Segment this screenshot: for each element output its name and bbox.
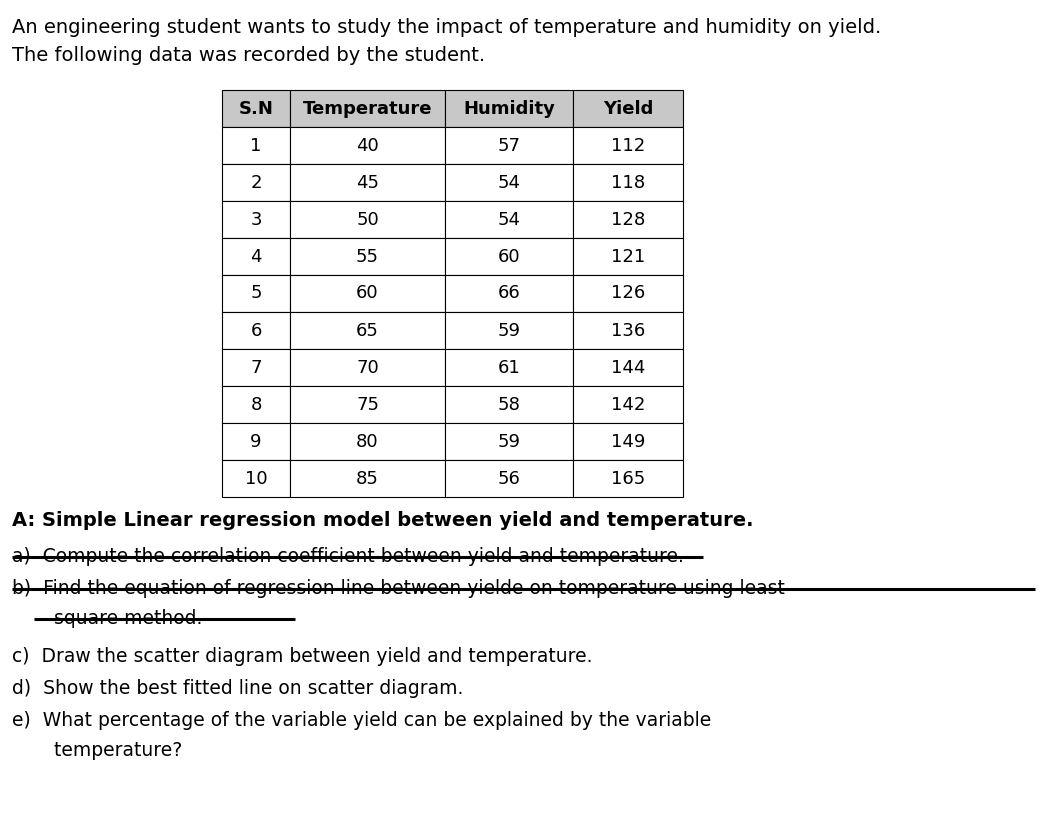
Bar: [290, 275, 445, 312]
Bar: [445, 386, 573, 423]
Bar: [222, 164, 290, 201]
Bar: [573, 201, 683, 238]
Bar: [222, 201, 290, 238]
Bar: [222, 423, 290, 460]
Text: 144: 144: [611, 359, 646, 376]
Bar: [445, 238, 573, 275]
Text: 65: 65: [356, 322, 379, 340]
Text: Humidity: Humidity: [463, 100, 555, 118]
Bar: [573, 423, 683, 460]
Text: b)  Find the equation of regression line between yielde on tomperature using lea: b) Find the equation of regression line …: [12, 579, 785, 598]
Text: 70: 70: [356, 359, 379, 376]
Text: 128: 128: [611, 211, 646, 229]
Bar: [222, 90, 290, 127]
Bar: [573, 312, 683, 349]
Bar: [290, 312, 445, 349]
Bar: [445, 127, 573, 164]
Text: 59: 59: [498, 322, 521, 340]
Text: 59: 59: [498, 433, 521, 450]
Text: 58: 58: [498, 396, 521, 413]
Bar: [290, 460, 445, 497]
Text: c)  Draw the scatter diagram between yield and temperature.: c) Draw the scatter diagram between yiel…: [12, 647, 592, 666]
Text: 5: 5: [250, 285, 262, 303]
Bar: [573, 386, 683, 423]
Text: 121: 121: [611, 248, 646, 266]
Bar: [573, 90, 683, 127]
Text: 7: 7: [250, 359, 262, 376]
Text: a)  Compute the correlation coefficient between yield and temperature.: a) Compute the correlation coefficient b…: [12, 547, 684, 566]
Bar: [445, 460, 573, 497]
Bar: [290, 423, 445, 460]
Bar: [573, 349, 683, 386]
Text: 8: 8: [250, 396, 262, 413]
Bar: [222, 460, 290, 497]
Bar: [222, 275, 290, 312]
Text: 126: 126: [611, 285, 646, 303]
Text: 66: 66: [498, 285, 521, 303]
Bar: [573, 127, 683, 164]
Text: The following data was recorded by the student.: The following data was recorded by the s…: [12, 46, 485, 65]
Text: 4: 4: [250, 248, 262, 266]
Text: S.N: S.N: [239, 100, 274, 118]
Text: 56: 56: [498, 469, 521, 487]
Bar: [445, 349, 573, 386]
Bar: [222, 127, 290, 164]
Text: 2: 2: [250, 174, 262, 192]
Text: 60: 60: [498, 248, 520, 266]
Bar: [290, 386, 445, 423]
Text: 40: 40: [356, 137, 379, 155]
Text: 55: 55: [356, 248, 379, 266]
Text: 6: 6: [250, 322, 262, 340]
Text: 50: 50: [356, 211, 379, 229]
Text: 60: 60: [356, 285, 378, 303]
Text: 85: 85: [356, 469, 379, 487]
Bar: [290, 164, 445, 201]
Text: 142: 142: [611, 396, 646, 413]
Text: 9: 9: [250, 433, 262, 450]
Bar: [445, 275, 573, 312]
Bar: [290, 238, 445, 275]
Bar: [290, 127, 445, 164]
Bar: [222, 312, 290, 349]
Bar: [445, 164, 573, 201]
Text: 165: 165: [611, 469, 646, 487]
Text: 75: 75: [356, 396, 379, 413]
Bar: [445, 90, 573, 127]
Text: 54: 54: [498, 174, 521, 192]
Bar: [290, 349, 445, 386]
Bar: [573, 164, 683, 201]
Text: 112: 112: [611, 137, 646, 155]
Bar: [222, 386, 290, 423]
Text: Yield: Yield: [603, 100, 653, 118]
Text: temperature?: temperature?: [12, 741, 182, 760]
Bar: [290, 90, 445, 127]
Text: 54: 54: [498, 211, 521, 229]
Bar: [222, 238, 290, 275]
Text: Temperature: Temperature: [303, 100, 432, 118]
Text: 1: 1: [250, 137, 262, 155]
Bar: [290, 201, 445, 238]
Text: 45: 45: [356, 174, 379, 192]
Text: 80: 80: [356, 433, 378, 450]
Text: 61: 61: [498, 359, 521, 376]
Text: square method.: square method.: [12, 609, 202, 628]
Bar: [573, 238, 683, 275]
Text: An engineering student wants to study the impact of temperature and humidity on : An engineering student wants to study th…: [12, 18, 881, 37]
Bar: [573, 460, 683, 497]
Text: 149: 149: [611, 433, 646, 450]
Bar: [445, 423, 573, 460]
Bar: [445, 201, 573, 238]
Text: d)  Show the best fitted line on scatter diagram.: d) Show the best fitted line on scatter …: [12, 679, 463, 698]
Text: A: Simple Linear regression model between yield and temperature.: A: Simple Linear regression model betwee…: [12, 511, 754, 530]
Bar: [222, 349, 290, 386]
Text: e)  What percentage of the variable yield can be explained by the variable: e) What percentage of the variable yield…: [12, 711, 712, 730]
Text: 3: 3: [250, 211, 262, 229]
Bar: [445, 312, 573, 349]
Text: 136: 136: [611, 322, 646, 340]
Text: 10: 10: [244, 469, 267, 487]
Text: 57: 57: [498, 137, 521, 155]
Text: 118: 118: [611, 174, 646, 192]
Bar: [573, 275, 683, 312]
